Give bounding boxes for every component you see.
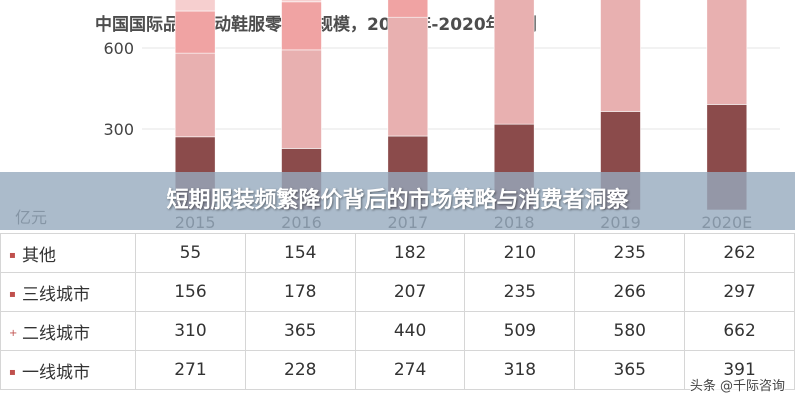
bar-segment xyxy=(281,1,322,51)
table-cell: 266 xyxy=(574,272,686,312)
legend-swatch-icon: ▪ xyxy=(9,367,16,378)
data-table: ▪ 其他 55 154 182 210 235 262 ▪ 三线城市 156 178 207 235 266… xyxy=(0,233,795,390)
bar-segment xyxy=(387,16,429,137)
row-label-text: 三线城市 xyxy=(22,284,90,305)
row-label-text: 其他 xyxy=(22,245,56,266)
y-tick-label: 600 xyxy=(103,39,134,58)
table-cell: 235 xyxy=(464,272,576,312)
y-tick-label: 300 xyxy=(103,120,134,139)
table-cell: 662 xyxy=(684,311,795,351)
bar-segment xyxy=(281,0,322,3)
table-cell: 365 xyxy=(244,311,356,351)
watermark: 头条 @千际咨询 xyxy=(689,375,785,394)
headline-text: 短期服装频繁降价背后的市场策略与消费者洞察 xyxy=(166,188,629,213)
table-cell: 154 xyxy=(244,233,356,273)
table-cell: 365 xyxy=(574,350,686,390)
table-row: ▪ 一线城市 271 228 274 318 365 391 xyxy=(0,350,795,390)
bar-segment xyxy=(281,49,322,149)
table-cell: 228 xyxy=(244,350,356,390)
bar-segment xyxy=(387,0,429,18)
table-cell: 509 xyxy=(464,311,576,351)
table-cell: 178 xyxy=(244,272,356,312)
table-cell: 156 xyxy=(135,272,246,312)
bar-segment xyxy=(493,0,535,125)
table-row: ▪ 其他 55 154 182 210 235 262 xyxy=(0,233,795,273)
table-cell: 262 xyxy=(684,233,795,273)
table-cell: 310 xyxy=(135,311,246,351)
headline-banner xyxy=(0,172,795,230)
table-cell: 207 xyxy=(354,272,466,312)
table-cell: 318 xyxy=(464,350,576,390)
table-cell: 580 xyxy=(574,311,686,351)
table-cell: 182 xyxy=(354,233,466,273)
bar-segment xyxy=(174,52,216,138)
table-cell: 274 xyxy=(354,350,466,390)
table-cell: 440 xyxy=(354,311,466,351)
row-label: ▪ 一线城市 xyxy=(0,350,136,390)
row-label: ▪ 其他 xyxy=(0,233,136,273)
table-cell: 55 xyxy=(135,233,246,273)
bar-segment xyxy=(174,0,216,12)
legend-swatch-icon: ▪ xyxy=(9,250,16,261)
bar-segment xyxy=(706,0,748,105)
legend-swatch-icon: + xyxy=(9,328,18,339)
row-label-text: 二线城市 xyxy=(22,323,90,344)
row-label: + 二线城市 xyxy=(0,311,136,351)
row-label-text: 一线城市 xyxy=(22,362,90,383)
table-cell: 210 xyxy=(464,233,576,273)
table-row: ▪ 三线城市 156 178 207 235 266 297 xyxy=(0,272,795,312)
table-cell: 297 xyxy=(684,272,795,312)
table-row: + 二线城市 310 365 440 509 580 662 xyxy=(0,311,795,351)
bar-segment xyxy=(600,0,641,112)
row-label: ▪ 三线城市 xyxy=(0,272,136,312)
table-cell: 235 xyxy=(574,233,686,273)
legend-swatch-icon: ▪ xyxy=(9,289,16,300)
table-cell: 271 xyxy=(135,350,246,390)
bar-segment xyxy=(174,10,216,54)
